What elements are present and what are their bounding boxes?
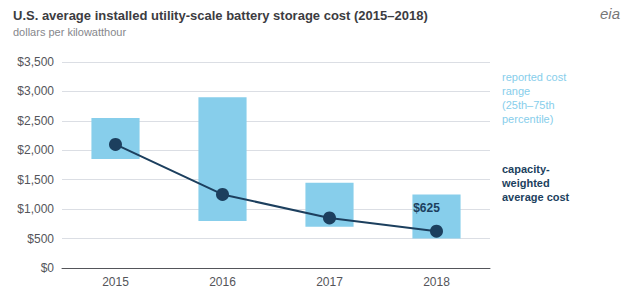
svg-text:$2,000: $2,000 (17, 143, 54, 157)
svg-text:2017: 2017 (316, 275, 343, 289)
svg-text:percentile): percentile) (502, 113, 553, 125)
svg-text:2016: 2016 (209, 275, 236, 289)
svg-text:$625: $625 (413, 201, 440, 215)
svg-text:capacity-: capacity- (502, 163, 550, 175)
svg-text:reported cost: reported cost (502, 71, 566, 83)
svg-text:2018: 2018 (423, 275, 450, 289)
svg-text:average cost: average cost (502, 191, 570, 203)
svg-text:$3,500: $3,500 (17, 55, 54, 69)
svg-text:range: range (502, 85, 530, 97)
svg-text:U.S. average installed utility: U.S. average installed utility-scale bat… (13, 8, 428, 23)
svg-text:eia: eia (600, 5, 620, 22)
svg-text:$1,500: $1,500 (17, 173, 54, 187)
svg-text:$2,500: $2,500 (17, 114, 54, 128)
svg-text:$3,000: $3,000 (17, 84, 54, 98)
svg-text:dollars per kilowatthour: dollars per kilowatthour (13, 26, 126, 38)
svg-text:weighted: weighted (501, 177, 550, 189)
svg-text:2015: 2015 (102, 275, 129, 289)
svg-text:$1,000: $1,000 (17, 202, 54, 216)
svg-text:$0: $0 (41, 261, 55, 275)
svg-text:(25th–75th: (25th–75th (502, 99, 555, 111)
svg-text:$500: $500 (27, 232, 54, 246)
